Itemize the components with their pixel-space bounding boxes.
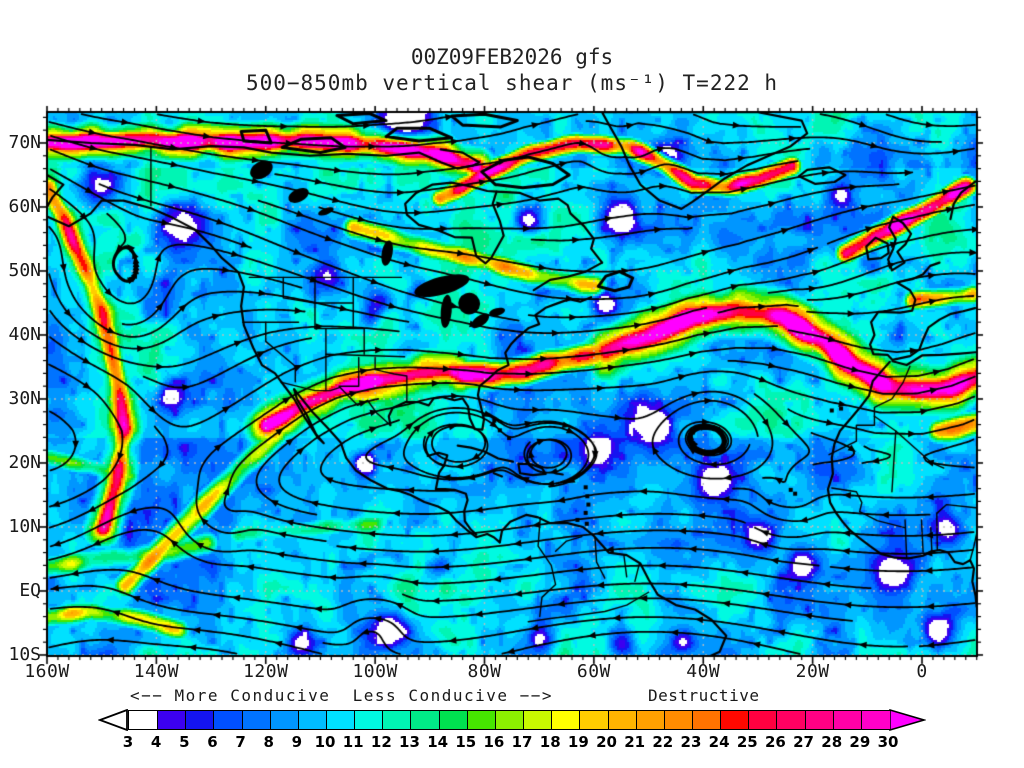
colorbar-cell-9 [297, 711, 328, 729]
colorbar-tick-8: 8 [263, 733, 274, 751]
colorbar-tick-26: 26 [764, 733, 786, 751]
lon-tick-label-40w: 40W [686, 661, 721, 682]
colorbar-cell-12 [382, 711, 412, 729]
colorbar-cell-8 [269, 711, 299, 729]
chart-title-line2: 500−850mb vertical shear (ms⁻¹) T=222 h [245, 71, 779, 95]
colorbar-cell-16 [494, 711, 525, 729]
lat-tick-label-eq: EQ [19, 579, 41, 601]
colorbar-tick-16: 16 [483, 733, 505, 751]
colorbar-cell-6 [213, 711, 243, 729]
colorbar-tick-19: 19 [567, 733, 589, 751]
colorbar-tick-25: 25 [736, 733, 758, 751]
chart-title-line1: 00Z09FEB2026 gfs [410, 45, 614, 69]
lon-tick-label-20w: 20W [795, 661, 830, 682]
colorbar-tick-24: 24 [708, 733, 730, 751]
colorbar-tick-29: 29 [849, 733, 871, 751]
colorbar-tick-27: 27 [793, 733, 814, 751]
lat-tick-label-10n: 10N [8, 515, 41, 537]
colorbar-tick-17: 17 [511, 733, 533, 751]
colorbar-right-arrow-icon [889, 709, 926, 731]
colorbar-cell-23 [691, 711, 722, 729]
colorbar-cell-13 [410, 711, 440, 729]
colorbar-tick-9: 9 [291, 733, 303, 751]
colorbar-tick-11: 11 [342, 733, 364, 751]
colorbar-cell-27 [804, 711, 834, 729]
colorbar-tick-4: 4 [150, 733, 162, 751]
colorbar-cell-29 [860, 711, 890, 729]
colorbar-cell-21 [635, 711, 665, 729]
lat-tick-label-70n: 70N [8, 131, 41, 153]
colorbar-tick-10: 10 [314, 733, 336, 751]
lon-tick-label-0: 0 [916, 661, 928, 682]
colorbar-cell-22 [663, 711, 693, 729]
lat-tick-label-30n: 30N [8, 387, 41, 409]
colorbar-tick-14: 14 [427, 733, 449, 751]
colorbar-tick-21: 21 [624, 733, 646, 751]
lon-tick-label-120w: 120W [243, 661, 289, 682]
colorbar-cell-17 [523, 711, 553, 729]
colorbar-cell-24 [720, 711, 750, 729]
colorbar-cell-26 [776, 711, 806, 729]
colorbar-tick-23: 23 [680, 733, 702, 751]
lat-tick-label-10s: 10S [8, 643, 41, 665]
lon-tick-label-80w: 80W [467, 661, 502, 682]
legend-conducive-label: <−− More Conducive Less Conducive −−> [130, 686, 554, 705]
colorbar-cell-15 [466, 711, 496, 729]
colorbar-cell-19 [579, 711, 609, 729]
lon-tick-label-140w: 140W [133, 661, 180, 682]
colorbar-tick-12: 12 [370, 733, 392, 751]
colorbar-left-arrow-icon [98, 709, 128, 731]
colorbar-cell-14 [438, 711, 468, 729]
lat-tick-label-40n: 40N [8, 323, 41, 345]
colorbar-tick-22: 22 [652, 733, 674, 751]
colorbar-cell-5 [185, 711, 215, 729]
lat-tick-label-50n: 50N [8, 259, 41, 281]
lat-tick-label-20n: 20N [8, 451, 41, 473]
colorbar-tick-28: 28 [821, 733, 843, 751]
legend-destructive-label: Destructive [648, 686, 760, 705]
lon-tick-label-100w: 100W [352, 661, 398, 682]
colorbar-tick-7: 7 [235, 733, 246, 751]
colorbar-cell-18 [551, 711, 581, 729]
colorbar-tick-20: 20 [596, 733, 617, 751]
colorbar [128, 710, 890, 730]
colorbar-cell-25 [748, 711, 778, 729]
colorbar-tick-6: 6 [207, 733, 218, 751]
colorbar-tick-5: 5 [179, 733, 190, 751]
colorbar-tick-3: 3 [122, 733, 134, 751]
colorbar-cell-11 [354, 711, 384, 729]
colorbar-tick-30: 30 [877, 733, 899, 751]
colorbar-cell-28 [832, 711, 862, 729]
lat-tick-label-60n: 60N [8, 195, 41, 217]
colorbar-cell-7 [241, 711, 271, 729]
colorbar-cell-20 [607, 711, 637, 729]
lon-tick-label-60w: 60W [576, 661, 611, 682]
colorbar-tick-18: 18 [539, 733, 561, 751]
colorbar-cell-4 [157, 711, 187, 729]
colorbar-cell-10 [326, 711, 356, 729]
colorbar-tick-15: 15 [455, 733, 477, 751]
colorbar-tick-13: 13 [399, 733, 420, 751]
colorbar-cell-3 [129, 711, 158, 729]
lon-tick-label-160w: 160W [24, 661, 70, 682]
